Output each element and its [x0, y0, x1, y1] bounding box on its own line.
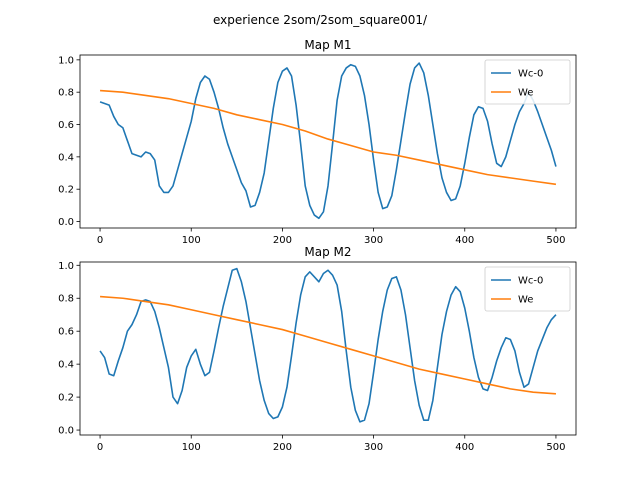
- x-tick-label: 0: [97, 442, 103, 453]
- y-tick-label: 0.2: [58, 393, 74, 404]
- x-tick-label: 500: [546, 235, 565, 246]
- series-line-wc-0: [99, 267, 557, 423]
- x-tick-label: 100: [182, 442, 201, 453]
- subplot-title: Map M2: [304, 245, 351, 259]
- subplot-1: Map M1 0 100 200 300 400 500 0.0 0.2 0.4 0.6 0.8 1.0…: [58, 38, 577, 246]
- legend-label: We: [518, 88, 533, 99]
- y-tick-label: 0.4: [58, 152, 74, 163]
- x-tick-label: 200: [273, 235, 292, 246]
- legend-box: [484, 59, 571, 105]
- axes-frame: [79, 54, 577, 229]
- y-tick-label: 1.0: [58, 261, 74, 272]
- subplot-title: Map M1: [304, 38, 351, 52]
- series-line-wc-0: [99, 62, 557, 220]
- y-tick-label: 0.2: [58, 185, 74, 196]
- legend: Wc-0 We: [484, 59, 571, 105]
- legend-label: Wc-0: [518, 69, 543, 80]
- y-tick-label: 0.8: [58, 88, 74, 99]
- x-tick-label: 300: [364, 442, 383, 453]
- y-tick-label: 0.0: [58, 426, 74, 437]
- legend: Wc-0 We: [484, 266, 571, 312]
- y-tick-label: 0.6: [58, 327, 74, 338]
- x-tick-label: 400: [455, 442, 474, 453]
- x-tick-label: 500: [546, 442, 565, 453]
- y-tick-label: 0.4: [58, 360, 74, 371]
- subplot-2: Map M2 0 100 200 300 400 500 0.0 0.2 0.4 0.6 0.8 1.0…: [58, 245, 577, 453]
- x-tick-label: 400: [455, 235, 474, 246]
- y-tick-label: 0.0: [58, 217, 74, 228]
- y-tick-label: 0.8: [58, 294, 74, 305]
- series-line-we: [100, 295, 556, 395]
- y-tick-label: 0.6: [58, 120, 74, 131]
- legend-box: [484, 266, 571, 312]
- legend-label: We: [518, 295, 533, 306]
- series-line-we: [100, 89, 557, 186]
- x-tick-label: 300: [364, 235, 383, 246]
- x-tick-label: 100: [182, 235, 201, 246]
- subplots: Map M1 0 100 200 300 400 500 0.0 0.2 0.4 0.6 0.8 1.0…: [58, 38, 577, 453]
- axes-frame: [79, 261, 577, 436]
- y-tick-label: 1.0: [58, 55, 74, 66]
- legend-label: Wc-0: [518, 276, 543, 287]
- x-tick-label: 0: [97, 235, 103, 246]
- x-tick-label: 200: [273, 442, 292, 453]
- figure-suptitle: experience 2som/2som_square001/: [213, 13, 428, 27]
